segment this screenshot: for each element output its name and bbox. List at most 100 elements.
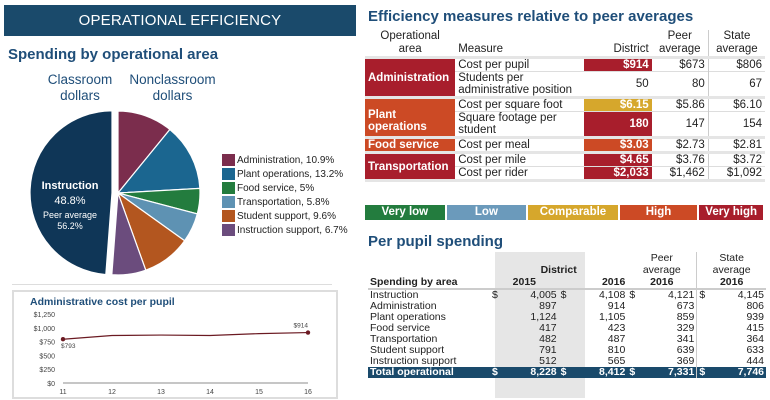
peer-2016-value: 369 bbox=[645, 356, 698, 367]
district-2016-value: 487 bbox=[607, 333, 626, 345]
legend-swatch bbox=[222, 168, 235, 180]
per-pupil-table: District Peer average State average Spen… bbox=[368, 252, 766, 378]
section-banner: OPERATIONAL EFFICIENCY bbox=[4, 5, 356, 36]
efficiency-row: Food service Cost per meal $3.03 $2.73 $2.81 bbox=[365, 139, 765, 151]
line-chart-title: Administrative cost per pupil bbox=[30, 296, 175, 308]
data-point bbox=[60, 337, 66, 342]
state-value: $2.81 bbox=[733, 139, 762, 151]
area-cell: Plant operations bbox=[365, 99, 456, 136]
state-2016-value: 806 bbox=[746, 300, 764, 312]
currency-symbol bbox=[697, 312, 716, 323]
state-value: 154 bbox=[742, 118, 762, 130]
x-tick-label: 15 bbox=[255, 389, 263, 396]
area-cell: Food service bbox=[365, 139, 456, 151]
pie-chart-title: Spending by operational area bbox=[8, 46, 219, 63]
pie-slice-instruction bbox=[29, 110, 113, 276]
measure-cell: Square footage per student bbox=[458, 112, 557, 136]
legend-swatch bbox=[222, 196, 235, 208]
peer-value: $1,462 bbox=[651, 166, 709, 179]
col-header-state: State average bbox=[697, 252, 766, 276]
per-pupil-title: Per pupil spending bbox=[368, 233, 504, 250]
state-2016-value: 4,145 bbox=[737, 289, 764, 301]
legend-swatch bbox=[222, 154, 235, 166]
state-2016-value: 415 bbox=[746, 322, 764, 334]
state-2016-value: 444 bbox=[746, 355, 764, 367]
spending-row: Instruction $4,005 $4,108 $4,121 $4,145 bbox=[368, 289, 766, 301]
currency-symbol bbox=[627, 334, 645, 345]
legend-item: Plant operations, 13.2% bbox=[222, 167, 348, 181]
pie-legend: Administration, 10.9% Plant operations, 1… bbox=[222, 153, 348, 237]
district-2015-value: 482 bbox=[539, 333, 557, 345]
measure-cell: Cost per mile bbox=[458, 154, 526, 166]
col-header-state-year: 2016 bbox=[719, 276, 744, 288]
currency-symbol: $ bbox=[558, 367, 577, 378]
area-label: Food service bbox=[370, 322, 431, 334]
pie-peer-label: Peer average bbox=[43, 210, 97, 220]
peer-value: $3.76 bbox=[651, 154, 709, 167]
currency-symbol bbox=[490, 312, 508, 323]
x-tick-label: 13 bbox=[157, 389, 165, 396]
legend-item: Student support, 9.6% bbox=[222, 209, 348, 223]
header-line: Peer bbox=[650, 252, 673, 264]
district-2015-value: 4,005 bbox=[530, 289, 557, 301]
currency-symbol: $ bbox=[629, 289, 636, 301]
col-header-peer: Peer average bbox=[627, 252, 698, 276]
measure-cell: Cost per meal bbox=[458, 139, 530, 151]
measure-cell: Cost per pupil bbox=[458, 59, 530, 71]
currency-symbol bbox=[559, 345, 577, 356]
legend-label: Student support, 9.6% bbox=[237, 210, 336, 222]
legend-swatch bbox=[222, 210, 235, 222]
col-header-state: State average bbox=[708, 30, 765, 56]
spending-row: Instruction support 512 565 369 444 bbox=[368, 356, 766, 367]
currency-symbol bbox=[697, 301, 716, 312]
divider bbox=[12, 284, 332, 285]
legend-label: Administration, 10.9% bbox=[237, 154, 335, 166]
header-line: Peer bbox=[667, 30, 692, 42]
row-separator bbox=[365, 96, 765, 99]
state-value: $806 bbox=[736, 59, 762, 71]
x-tick-label: 11 bbox=[59, 389, 66, 396]
header-line: area bbox=[398, 43, 422, 55]
col-header-area: Spending by area bbox=[370, 276, 458, 288]
area-cell: Transportation bbox=[365, 154, 456, 179]
col-header-peer-year: 2016 bbox=[627, 276, 698, 289]
scale-comparable: Comparable bbox=[528, 205, 618, 220]
legend-item: Administration, 10.9% bbox=[222, 153, 348, 167]
area-label: Transportation bbox=[370, 333, 438, 345]
legend-label: Plant operations, 13.2% bbox=[237, 168, 344, 180]
efficiency-row: Cost per rider $2,033 $1,462 $1,092 bbox=[365, 166, 765, 179]
col-header-district: District bbox=[540, 264, 577, 276]
efficiency-row: Square footage per student 180 147 154 bbox=[365, 111, 765, 136]
currency-symbol bbox=[627, 312, 645, 323]
pie-center-value: 48.8% bbox=[54, 195, 85, 207]
district-2015-value: 512 bbox=[539, 355, 557, 367]
col-header-measure: Measure bbox=[458, 43, 503, 55]
efficiency-title: Efficiency measures relative to peer ave… bbox=[368, 8, 694, 25]
pp-header-row-1: District Peer average State average bbox=[368, 252, 766, 276]
header-line: average bbox=[658, 43, 701, 55]
pp-header-row-2: Spending by area 2015 2016 2016 2016 bbox=[368, 276, 766, 289]
currency-symbol bbox=[490, 345, 508, 356]
area-label: Student support bbox=[370, 344, 445, 356]
legend-label: Instruction support, 6.7% bbox=[237, 224, 348, 236]
x-tick-label: 12 bbox=[108, 389, 116, 396]
state-value: $6.10 bbox=[733, 99, 762, 111]
nonclassroom-dollars-header: Nonclassroom dollars bbox=[115, 72, 230, 104]
col-header-district: District bbox=[613, 43, 649, 55]
y-tick-label: $1,000 bbox=[34, 326, 56, 333]
header-line: Nonclassroom bbox=[129, 72, 216, 87]
district-2015-value: 8,228 bbox=[508, 367, 559, 378]
currency-symbol: $ bbox=[560, 289, 567, 301]
currency-symbol bbox=[559, 323, 577, 334]
district-value: $2,033 bbox=[583, 166, 652, 179]
y-tick-label: $500 bbox=[39, 353, 55, 360]
currency-symbol bbox=[559, 334, 577, 345]
pie-chart: Instruction 48.8% Peer average 56.2% bbox=[29, 110, 201, 276]
classroom-dollars-header: Classroom dollars bbox=[30, 72, 130, 104]
currency-symbol: $ bbox=[627, 367, 646, 378]
peer-2016-value: 673 bbox=[645, 301, 698, 312]
total-row: Total operational $8,228 $8,412 $7,331 $7,74… bbox=[368, 367, 766, 378]
district-2016-value: 423 bbox=[607, 322, 626, 334]
row-separator bbox=[365, 151, 765, 154]
header-line: dollars bbox=[152, 88, 193, 103]
